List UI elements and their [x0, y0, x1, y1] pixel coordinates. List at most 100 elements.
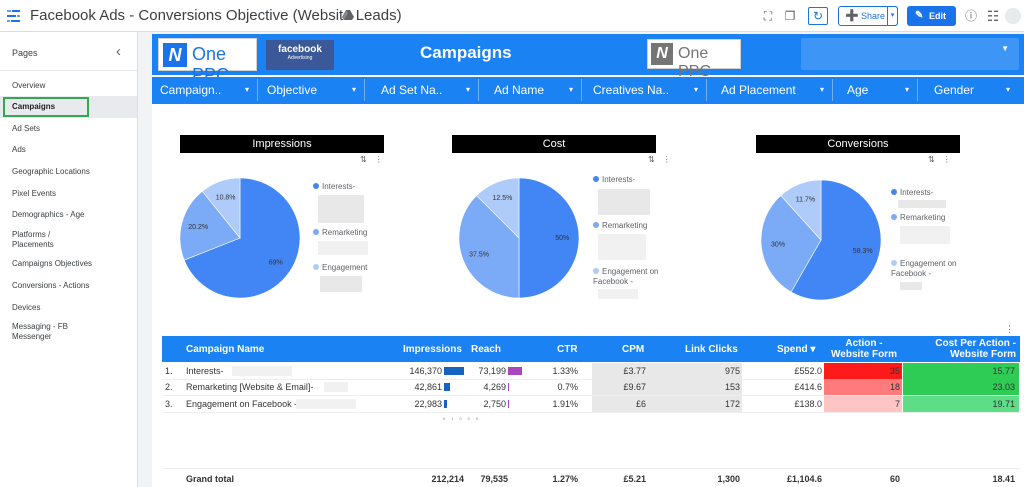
- spend-value: £552.0: [794, 366, 822, 376]
- pencil-icon: ✎: [915, 10, 924, 21]
- fullscreen-icon[interactable]: ⛶: [763, 9, 773, 23]
- redacted-text: [296, 399, 357, 409]
- col-campaign-name[interactable]: Campaign Name: [186, 343, 265, 355]
- legend-item-remarketing[interactable]: Remarketing: [313, 228, 385, 238]
- sidebar-item-demographics-age[interactable]: Demographics - Age: [12, 210, 85, 219]
- pie-slice-label: 37.5%: [469, 252, 489, 259]
- legend-item-remarketing[interactable]: Remarketing: [891, 213, 963, 223]
- pie-slice[interactable]: [790, 179, 882, 301]
- collapse-chevron-icon[interactable]: ‹: [116, 43, 121, 60]
- legend-item-engagement[interactable]: Engagement on Facebook -: [593, 267, 659, 286]
- sidebar-item-devices[interactable]: Devices: [12, 303, 41, 312]
- col-ctr[interactable]: CTR: [557, 343, 578, 355]
- filter-ad-set-name[interactable]: Ad Set Na.. ▾: [375, 79, 479, 101]
- sort-icon[interactable]: ⇅: [360, 155, 375, 164]
- link-clicks-value: 172: [724, 399, 740, 409]
- sidebar-item-campaigns-objectives[interactable]: Campaigns Objectives: [12, 259, 93, 268]
- pie-slice[interactable]: [780, 179, 822, 241]
- action-cell-heat: [824, 379, 902, 395]
- filter-age[interactable]: Age ▾: [841, 79, 918, 101]
- grand-total-divider: [162, 468, 1020, 469]
- grand-total-clicks: 1,300: [717, 474, 740, 484]
- col-impressions[interactable]: Impressions: [403, 343, 462, 355]
- row-divider: [162, 395, 1020, 396]
- avatar[interactable]: [1005, 8, 1021, 24]
- share-dropdown-icon[interactable]: ▾: [887, 6, 898, 26]
- sidebar-item-ads[interactable]: Ads: [12, 145, 26, 154]
- refresh-icon[interactable]: ↻: [808, 7, 828, 25]
- impressions-value: 42,861: [414, 382, 442, 392]
- col-cpa-website-form[interactable]: Cost Per Action - Website Form: [935, 338, 1016, 360]
- campaign-name[interactable]: Interests-: [186, 366, 224, 376]
- table-more-icon[interactable]: ⋮: [1005, 324, 1014, 334]
- ctr-value: 0.7%: [557, 382, 578, 392]
- help-icon[interactable]: ⓘ: [964, 9, 977, 23]
- filter-creatives-name[interactable]: Creatives Na.. ▾: [587, 79, 707, 101]
- col-action-website-form[interactable]: Action - Website Form: [831, 338, 897, 360]
- filter-campaign[interactable]: Campaign.. ▾: [154, 79, 258, 101]
- filter-ad-placement[interactable]: Ad Placement ▾: [715, 79, 833, 101]
- redacted-text: [598, 289, 638, 299]
- campaign-name[interactable]: Remarketing [Website & Email]-: [186, 382, 314, 392]
- pie-slice-label: 10.8%: [216, 194, 236, 201]
- grand-total-label: Grand total: [186, 474, 235, 484]
- cpa-value: 19.71: [992, 399, 1015, 409]
- filter-ad-name[interactable]: Ad Name ▾: [488, 79, 582, 101]
- filter-objective[interactable]: Objective ▾: [261, 79, 365, 101]
- chart-toolbar[interactable]: ⇅⋮: [360, 155, 391, 164]
- chart-toolbar[interactable]: ⇅⋮: [648, 155, 679, 164]
- date-range-control[interactable]: ▼: [801, 38, 1019, 70]
- impressions-pie-chart[interactable]: 69% 20.2% 10.8%: [178, 176, 302, 300]
- legend-item-interests[interactable]: Interests-: [891, 188, 963, 198]
- col-spend[interactable]: Spend ▾: [777, 343, 816, 355]
- col-reach[interactable]: Reach: [471, 343, 502, 355]
- more-icon[interactable]: ⋮: [374, 155, 391, 164]
- legend-item-interests[interactable]: Interests-: [593, 175, 665, 185]
- drive-icon[interactable]: [342, 9, 354, 21]
- chart-title-conversions: Conversions: [756, 135, 960, 153]
- dropdown-icon: ▾: [693, 85, 698, 94]
- copy-icon[interactable]: ❐: [784, 9, 796, 23]
- sidebar-item-ad-sets[interactable]: Ad Sets: [12, 124, 41, 133]
- sidebar-item-geographic-locations[interactable]: Geographic Locations: [12, 167, 90, 176]
- page-title: Campaigns: [420, 43, 512, 62]
- sidebar-item-conversions-actions[interactable]: Conversions - Actions: [12, 281, 90, 290]
- legend-item-remarketing[interactable]: Remarketing: [593, 221, 665, 231]
- legend-item-engagement[interactable]: Engagement on Facebook -: [891, 259, 957, 278]
- pie-slice[interactable]: [760, 195, 822, 293]
- sidebar-item-campaigns[interactable]: Campaigns: [3, 97, 89, 117]
- edit-button[interactable]: ✎ Edit: [907, 6, 956, 26]
- pie-slice[interactable]: [179, 190, 241, 261]
- pie-slice[interactable]: [518, 177, 580, 299]
- filter-gender[interactable]: Gender ▾: [928, 79, 1018, 101]
- sort-icon[interactable]: ⇅: [928, 155, 943, 164]
- legend-dot: [313, 183, 319, 189]
- reach-value: 73,199: [478, 366, 506, 376]
- pie-slice[interactable]: [476, 177, 520, 239]
- sidebar-item-overview[interactable]: Overview: [12, 81, 46, 90]
- col-link-clicks[interactable]: Link Clicks: [685, 343, 738, 355]
- cost-pie-chart[interactable]: 50% 37.5% 12.5%: [457, 176, 581, 300]
- redacted-text: [898, 200, 946, 208]
- conversions-pie-chart[interactable]: 58.3% 30% 11.7%: [759, 178, 883, 302]
- pie-slice[interactable]: [458, 195, 520, 299]
- col-cpm[interactable]: CPM: [622, 343, 645, 355]
- pie-slice[interactable]: [183, 177, 301, 299]
- more-icon[interactable]: ⋮: [942, 155, 959, 164]
- chart-toolbar[interactable]: ⇅⋮: [928, 155, 959, 164]
- sidebar-item-platforms-placements[interactable]: Platforms / Placements: [12, 230, 54, 249]
- legend-item-engagement[interactable]: Engagement: [313, 263, 385, 273]
- pie-slice-label: 69%: [269, 259, 283, 266]
- redacted-text: [324, 382, 348, 392]
- sort-icon[interactable]: ⇅: [648, 155, 663, 164]
- sidebar-item-messaging-fb-messenger[interactable]: Messaging - FB Messenger: [12, 322, 69, 341]
- report-title[interactable]: Facebook Ads - Conversions Objective (We…: [30, 7, 402, 24]
- pie-slice[interactable]: [201, 177, 241, 239]
- apps-grid-icon[interactable]: ☷: [986, 8, 1000, 24]
- sidebar-item-pixel-events[interactable]: Pixel Events: [12, 189, 57, 198]
- campaign-name[interactable]: Engagement on Facebook -: [186, 399, 298, 409]
- legend-item-interests[interactable]: Interests-: [313, 182, 385, 192]
- row-index: 2.: [165, 382, 173, 392]
- more-icon[interactable]: ⋮: [662, 155, 679, 164]
- n-logo-grey-icon: N: [651, 43, 673, 65]
